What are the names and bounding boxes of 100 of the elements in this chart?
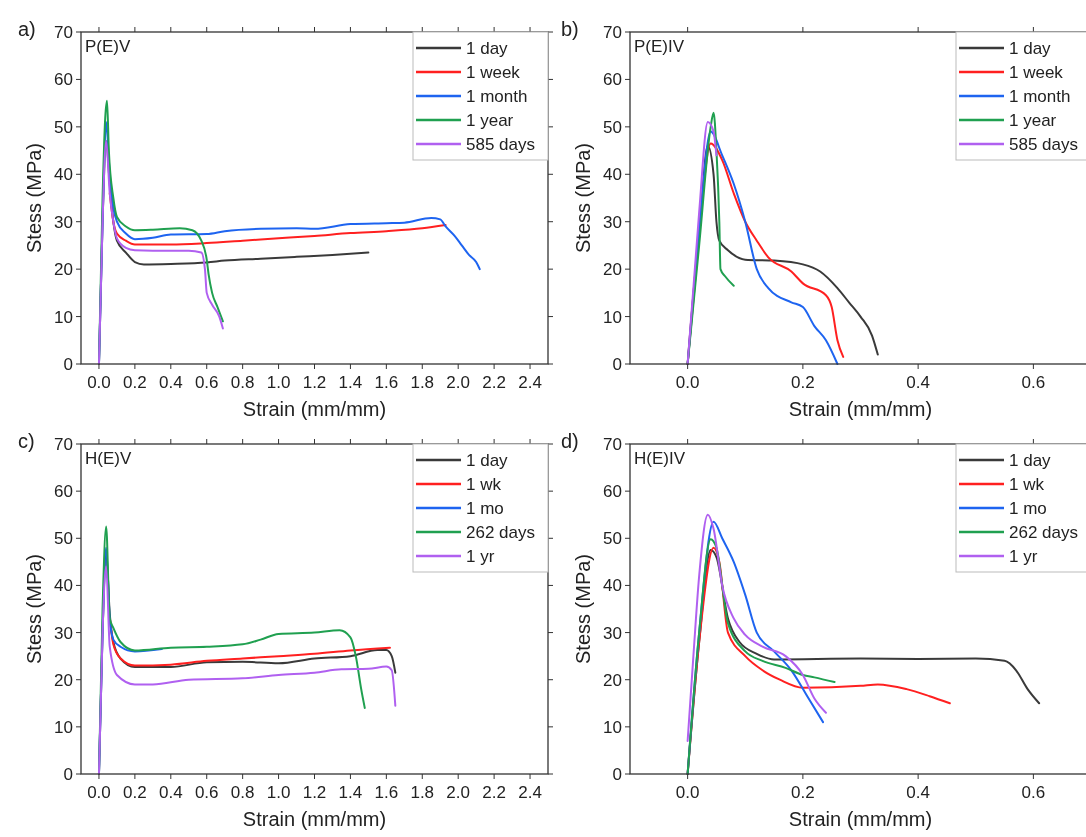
- line-series: [686, 121, 718, 365]
- x-tick-label: 1.2: [302, 373, 327, 392]
- x-tick-label: 2.0: [446, 373, 471, 392]
- y-tick-label: 60: [54, 70, 73, 90]
- y-tick-label: 0: [612, 765, 622, 784]
- y-tick-label: 70: [603, 23, 622, 42]
- y-tick-label: 20: [603, 260, 622, 280]
- legend-label: 585 days: [466, 135, 535, 154]
- y-tick-label: 10: [54, 307, 73, 327]
- legend-label: 262 days: [466, 523, 535, 542]
- x-tick-label: 0.8: [230, 783, 255, 802]
- legend-label: 1 day: [1009, 39, 1052, 58]
- y-tick-label: 20: [54, 260, 73, 280]
- y-tick-label: 50: [54, 529, 73, 549]
- x-axis-title: Strain (mm/mm): [242, 808, 387, 830]
- legend-label: 1 year: [466, 111, 514, 130]
- y-tick-label: 50: [603, 529, 622, 549]
- y-tick-label: 20: [603, 670, 622, 690]
- legend-label: 1 month: [466, 87, 528, 106]
- y-tick-label: 0: [63, 355, 73, 374]
- x-tick-label: 0.2: [791, 373, 815, 392]
- y-tick-label: 0: [63, 765, 73, 784]
- y-tick-label: 30: [603, 212, 622, 232]
- x-tick-label: 1.6: [374, 783, 399, 802]
- y-tick-label: 30: [54, 212, 73, 232]
- y-tick-label: 20: [54, 670, 73, 690]
- y-tick-label: 10: [603, 307, 622, 327]
- y-tick-label: 10: [54, 717, 73, 737]
- y-tick-label: 50: [54, 117, 73, 137]
- annotation: H(E)V: [85, 449, 132, 468]
- x-tick-label: 2.2: [482, 783, 506, 802]
- legend-label: 1 wk: [466, 475, 502, 494]
- x-tick-label: 0.6: [1021, 373, 1046, 392]
- annotation: H(E)IV: [634, 449, 686, 468]
- x-tick-label: 1.0: [266, 783, 291, 802]
- x-tick-label: 1.0: [266, 373, 291, 392]
- legend-label: 1 day: [466, 39, 509, 58]
- x-tick-label: 0.6: [194, 783, 219, 802]
- x-tick-label: 0.4: [158, 783, 183, 802]
- x-tick-label: 0.2: [123, 783, 147, 802]
- y-axis-title: Stess (MPa): [572, 142, 594, 254]
- legend-label: 585 days: [1009, 135, 1078, 154]
- x-tick-label: 0.0: [675, 373, 700, 392]
- x-tick-label: 0.4: [906, 783, 930, 802]
- y-tick-label: 50: [603, 117, 622, 137]
- x-tick-label: 0.4: [906, 373, 930, 392]
- x-tick-label: 1.6: [374, 373, 399, 392]
- chart-title: c): [18, 430, 35, 452]
- x-tick-label: 2.4: [518, 783, 542, 802]
- x-tick-label: 2.2: [482, 373, 506, 392]
- y-axis-title: Stess (MPa): [572, 553, 594, 665]
- x-tick-label: 1.4: [338, 783, 363, 802]
- x-tick-label: 0.2: [791, 783, 815, 802]
- chart-title: a): [18, 18, 36, 40]
- legend-label: 1 month: [1009, 87, 1071, 106]
- annotation: P(E)IV: [634, 37, 685, 56]
- legend-label: 1 yr: [466, 547, 495, 566]
- y-tick-label: 60: [603, 70, 622, 90]
- y-tick-label: 30: [603, 623, 622, 643]
- legend-label: 1 mo: [1009, 499, 1047, 518]
- legend-label: 1 week: [1009, 63, 1064, 82]
- y-tick-label: 40: [54, 165, 73, 185]
- x-tick-label: 1.8: [410, 373, 435, 392]
- y-tick-label: 40: [54, 576, 73, 596]
- legend-label: 1 day: [466, 451, 509, 470]
- x-tick-label: 0.0: [675, 783, 700, 802]
- x-tick-label: 0.6: [194, 373, 219, 392]
- legend-label: 1 mo: [466, 499, 504, 518]
- x-axis-title: Strain (mm/mm): [788, 808, 933, 830]
- x-axis-title: Strain (mm/mm): [788, 398, 933, 420]
- x-axis-title: Strain (mm/mm): [242, 398, 387, 420]
- y-tick-label: 30: [54, 623, 73, 643]
- y-tick-label: 0: [612, 355, 622, 374]
- y-axis-title: Stess (MPa): [23, 142, 45, 254]
- x-tick-label: 0.0: [87, 783, 111, 802]
- y-tick-label: 40: [603, 576, 622, 596]
- y-tick-label: 40: [603, 165, 622, 185]
- chart-title: d): [561, 430, 579, 452]
- legend-label: 1 week: [466, 63, 521, 82]
- legend-label: 1 wk: [1009, 475, 1045, 494]
- y-tick-label: 60: [54, 482, 73, 502]
- legend-label: 1 day: [1009, 451, 1052, 470]
- line-series: [97, 140, 224, 365]
- y-tick-label: 70: [54, 23, 73, 42]
- y-tick-label: 70: [54, 435, 73, 454]
- x-tick-label: 0.0: [87, 373, 111, 392]
- legend-label: 1 year: [1009, 111, 1057, 130]
- y-tick-label: 60: [603, 482, 622, 502]
- x-tick-label: 1.8: [410, 783, 435, 802]
- x-tick-label: 0.8: [230, 373, 255, 392]
- legend-label: 1 yr: [1009, 547, 1038, 566]
- y-axis-title: Stess (MPa): [23, 553, 45, 665]
- y-tick-label: 10: [603, 717, 622, 737]
- x-tick-label: 1.2: [302, 783, 327, 802]
- x-tick-label: 1.4: [338, 373, 363, 392]
- x-tick-label: 0.2: [123, 373, 147, 392]
- line-series: [686, 513, 827, 742]
- legend-label: 262 days: [1009, 523, 1078, 542]
- x-tick-label: 0.4: [158, 373, 183, 392]
- annotation: P(E)V: [85, 37, 131, 56]
